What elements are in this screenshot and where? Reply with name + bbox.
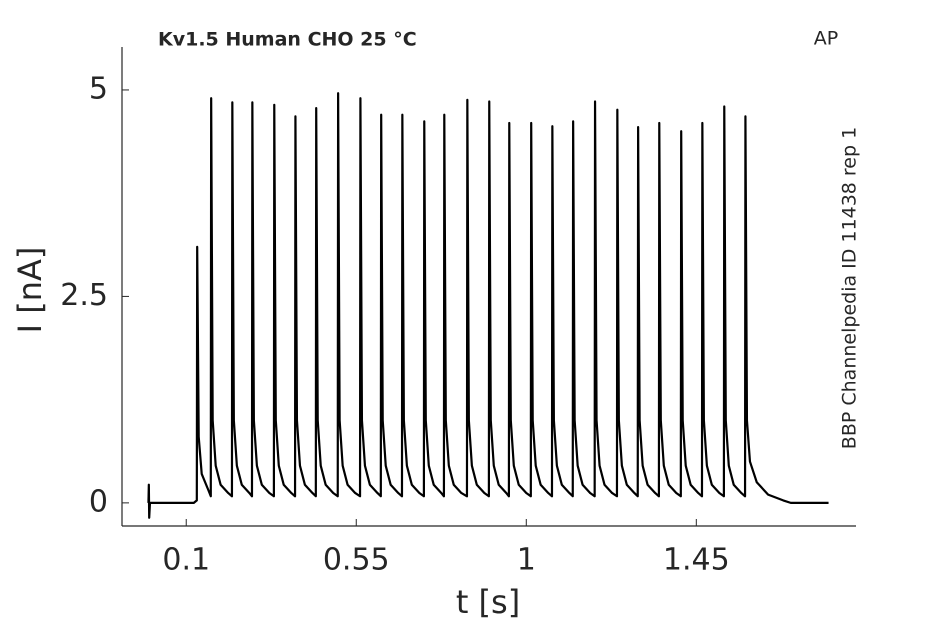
y-tick-label: 0 [89,484,108,519]
y-tick-label: 2.5 [60,278,108,313]
x-tick-label: 1 [517,543,536,578]
protocol-label: AP [814,28,838,50]
current-trace [147,92,829,519]
side-label: BBP Channelpedia ID 11438 rep 1 [839,127,861,449]
y-axis-label: I [nA] [11,247,49,334]
x-tick-label: 0.55 [323,543,390,578]
y-tick-label: 5 [89,71,108,106]
chart-title: Kv1.5 Human CHO 25 °C [158,29,417,51]
x-tick-label: 0.1 [162,543,210,578]
x-axis-label: t [s] [456,583,520,621]
x-tick-label: 1.45 [663,543,730,578]
